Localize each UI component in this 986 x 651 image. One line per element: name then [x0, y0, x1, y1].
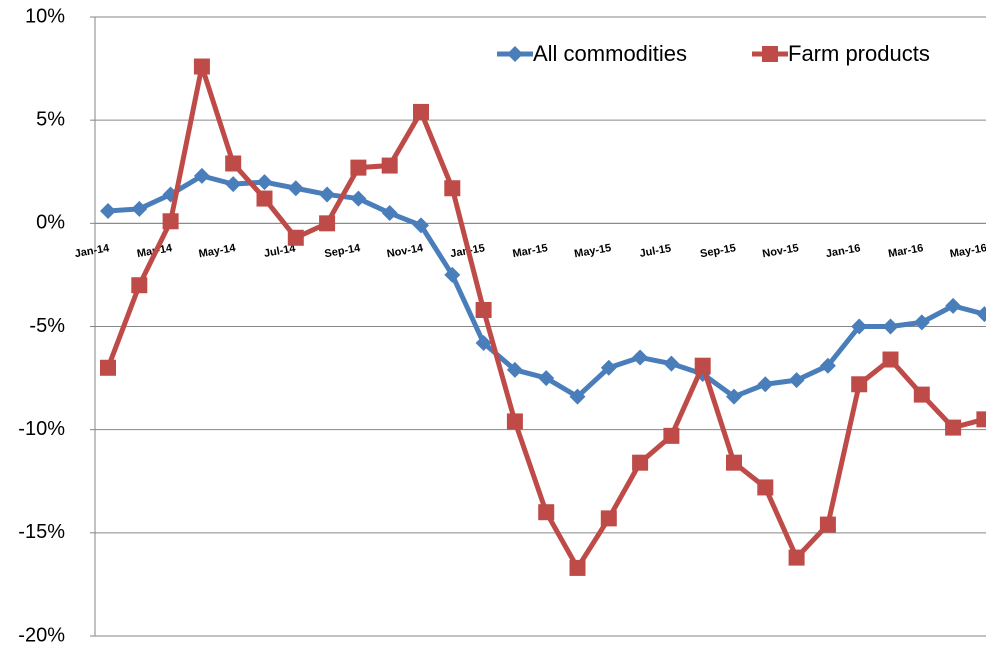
- marker: [131, 200, 148, 217]
- marker: [632, 349, 649, 366]
- marker: [475, 301, 492, 318]
- x-tick-label: Jan-16: [825, 242, 861, 260]
- marker: [256, 174, 273, 191]
- marker: [413, 103, 429, 120]
- y-tick-label: -5%: [29, 315, 65, 337]
- marker: [569, 559, 586, 576]
- marker: [162, 213, 179, 230]
- marker: [381, 205, 398, 222]
- marker: [632, 454, 649, 471]
- marker: [287, 180, 304, 197]
- x-tick-label: Sep-14: [324, 242, 362, 260]
- x-tick-label: May-15: [573, 242, 612, 260]
- marker: [600, 510, 617, 527]
- x-tick-label: Sep-15: [699, 242, 737, 260]
- x-tick-label: Nov-15: [761, 242, 799, 260]
- marker: [976, 411, 986, 428]
- y-tick-label: 10%: [25, 5, 65, 27]
- marker: [538, 370, 555, 387]
- marker: [882, 318, 899, 335]
- legend-marker: [507, 46, 523, 62]
- marker: [913, 314, 930, 331]
- marker: [945, 419, 962, 436]
- marker: [819, 357, 836, 374]
- marker: [913, 386, 930, 403]
- marker: [726, 388, 742, 405]
- marker: [256, 190, 273, 207]
- x-tick-label: Jul-15: [639, 243, 672, 260]
- marker: [319, 215, 336, 232]
- series-line: [105, 64, 986, 571]
- y-tick-label: -10%: [18, 418, 65, 440]
- marker: [350, 190, 367, 207]
- y-tick-label: 0%: [36, 212, 65, 234]
- marker: [851, 376, 868, 393]
- marker: [663, 427, 680, 444]
- y-tick-label: 5%: [36, 108, 65, 130]
- marker: [193, 167, 210, 184]
- marker: [444, 266, 461, 283]
- marker: [788, 372, 805, 389]
- marker: [851, 318, 868, 335]
- legend-marker: [762, 46, 778, 62]
- marker: [319, 186, 336, 203]
- marker: [757, 376, 774, 393]
- marker: [444, 180, 461, 197]
- marker: [663, 355, 680, 372]
- marker: [694, 357, 711, 374]
- marker: [350, 159, 367, 176]
- x-tick-label: May-14: [198, 242, 238, 260]
- legend-item: Farm products: [752, 41, 930, 66]
- marker: [819, 516, 836, 533]
- x-tick-label: Mar-16: [887, 242, 924, 260]
- marker: [193, 58, 210, 75]
- x-tick-label: May-16: [949, 242, 986, 260]
- y-tick-label: -20%: [18, 624, 65, 646]
- marker: [506, 361, 523, 378]
- marker: [945, 297, 962, 314]
- marker: [287, 229, 304, 246]
- marker: [757, 479, 774, 496]
- marker: [225, 155, 242, 172]
- marker: [882, 351, 899, 368]
- y-tick-label: -15%: [18, 521, 65, 543]
- marker: [381, 157, 398, 174]
- marker: [100, 359, 116, 376]
- x-tick-label: Jan-14: [74, 242, 111, 260]
- marker: [538, 504, 555, 521]
- marker: [100, 202, 116, 219]
- marker: [726, 454, 742, 471]
- marker: [788, 549, 805, 566]
- marker: [413, 217, 429, 234]
- marker: [475, 335, 492, 352]
- series-line: [107, 173, 986, 400]
- legend-label: All commodities: [533, 41, 687, 66]
- marker: [225, 176, 242, 193]
- legend-label: Farm products: [788, 41, 930, 66]
- marker: [976, 306, 986, 323]
- x-tick-label: Nov-14: [386, 242, 425, 260]
- x-tick-label: Mar-15: [512, 242, 549, 260]
- x-tick-label: Jul-14: [263, 242, 297, 259]
- marker: [600, 359, 617, 376]
- marker: [569, 388, 586, 405]
- marker: [506, 413, 523, 430]
- legend-item: All commodities: [497, 41, 687, 66]
- marker: [131, 277, 148, 294]
